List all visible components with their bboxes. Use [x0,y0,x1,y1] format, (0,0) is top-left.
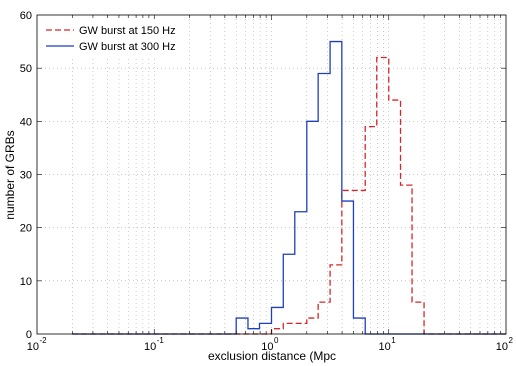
x-tick-base: 10 [144,341,156,353]
y-tick-label: 0 [26,329,32,341]
x-tick-label: 100 [261,336,279,353]
x-tick-base: 10 [379,341,391,353]
y-tick-label: 60 [20,10,32,22]
x-tick-exponent: 1 [391,336,396,345]
x-tick-label: 10-1 [144,336,164,353]
y-tick-label: 30 [20,170,32,182]
x-tick-base: 10 [27,341,39,353]
series-150hz-line [72,56,506,335]
y-tick-label: 50 [20,63,32,75]
x-axis-label: exclusion distance (Mpc [208,349,336,363]
x-tick-exponent: -2 [40,336,48,345]
x-tick-label: 10-2 [27,336,47,353]
x-tick-exponent: -1 [157,336,165,345]
legend-box [41,19,175,57]
legend: GW burst at 150 Hz GW burst at 300 Hz [41,19,176,57]
x-tick-label: 102 [496,336,514,353]
x-tick-exponent: 2 [509,336,514,345]
x-tick-label: 101 [379,336,397,353]
y-tick-label: 20 [20,223,32,235]
x-tick-base: 10 [261,341,273,353]
y-tick-label: 10 [20,276,32,288]
legend-label: GW burst at 300 Hz [79,41,176,53]
plot-area [37,15,506,334]
y-axis-label: number of GRBs [3,130,17,219]
legend-label: GW burst at 150 Hz [79,25,176,37]
x-tick-exponent: 0 [274,336,279,345]
y-tick-label: 40 [20,116,32,128]
x-tick-base: 10 [496,341,508,353]
